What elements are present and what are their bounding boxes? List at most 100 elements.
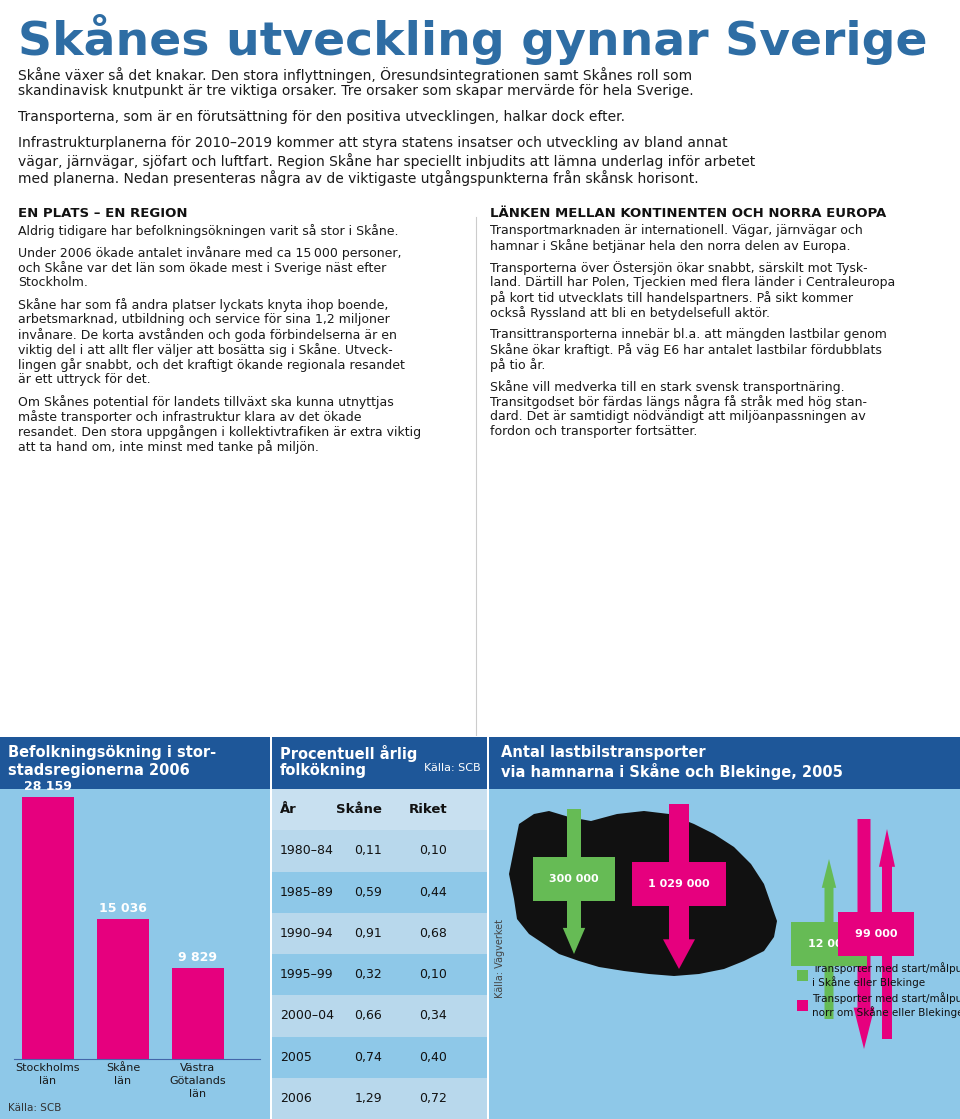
FancyArrow shape [563, 809, 586, 955]
Bar [272, 737, 487, 1119]
Bar [797, 1000, 808, 1010]
Text: Aldrig tidigare har befolkningsökningen varit så stor i Skåne.: Aldrig tidigare har befolkningsökningen … [18, 224, 398, 238]
Text: 0,44: 0,44 [420, 885, 447, 899]
Text: resandet. Den stora uppgången i kollektivtrafiken är extra viktig: resandet. Den stora uppgången i kollekti… [18, 425, 421, 439]
Text: Källa: Vägverket: Källa: Vägverket [495, 920, 505, 998]
Text: 12 000: 12 000 [808, 939, 851, 949]
Text: Stockholm.: Stockholm. [18, 276, 88, 289]
Text: 2005: 2005 [280, 1051, 312, 1064]
Text: Om Skånes potential för landets tillväxt ska kunna utnyttjas: Om Skånes potential för landets tillväxt… [18, 395, 394, 408]
Text: Källa: SCB: Källa: SCB [424, 763, 481, 773]
Bar [272, 830, 487, 872]
Text: 1995–99: 1995–99 [280, 968, 334, 981]
Text: Under 2006 ökade antalet invånare med ca 15 000 personer,: Under 2006 ökade antalet invånare med ca… [18, 246, 401, 260]
Bar [489, 737, 960, 1119]
Text: Antal lastbilstransporter: Antal lastbilstransporter [501, 745, 706, 760]
Text: Skåne: Skåne [336, 803, 382, 816]
Text: Transporterna, som är en förutsättning för den positiva utvecklingen, halkar doc: Transporterna, som är en förutsättning f… [18, 110, 625, 124]
Polygon shape [509, 811, 777, 976]
Bar [0, 737, 270, 1119]
Text: Skåne: Skåne [106, 1063, 140, 1073]
Text: och Skåne var det län som ökade mest i Sverige näst efter: och Skåne var det län som ökade mest i S… [18, 261, 386, 275]
Text: Stockholms: Stockholms [15, 1063, 81, 1073]
Bar [172, 968, 224, 1059]
Text: 0,66: 0,66 [354, 1009, 382, 1023]
Text: län: län [189, 1089, 206, 1099]
Text: Skåne ökar kraftigt. På väg E6 har antalet lastbilar fördubblats: Skåne ökar kraftigt. På väg E6 har antal… [490, 344, 882, 357]
Text: LÄNKEN MELLAN KONTINENTEN OCH NORRA EUROPA: LÄNKEN MELLAN KONTINENTEN OCH NORRA EURO… [490, 207, 886, 220]
Text: Västra: Västra [180, 1063, 216, 1073]
Bar [797, 970, 808, 981]
Bar [272, 995, 487, 1036]
Text: dard. Det är samtidigt nödvändigt att miljöanpassningen av: dard. Det är samtidigt nödvändigt att mi… [490, 410, 866, 423]
Text: Procentuell årlig: Procentuell årlig [280, 745, 418, 762]
Bar [0, 737, 270, 789]
Text: Infrastrukturplanerna för 2010–2019 kommer att styra statens insatser och utveck: Infrastrukturplanerna för 2010–2019 komm… [18, 137, 728, 150]
Bar [97, 919, 149, 1059]
Text: 0,68: 0,68 [420, 927, 447, 940]
Text: 0,74: 0,74 [354, 1051, 382, 1064]
Text: 300 000: 300 000 [549, 874, 599, 884]
Text: År: År [280, 803, 297, 816]
Text: stadsregionerna 2006: stadsregionerna 2006 [8, 763, 190, 778]
Text: vägar, järnvägar, sjöfart och luftfart. Region Skåne har speciellt inbjudits att: vägar, järnvägar, sjöfart och luftfart. … [18, 153, 756, 169]
Text: 1,29: 1,29 [354, 1092, 382, 1104]
Text: att ta hand om, inte minst med tanke på miljön.: att ta hand om, inte minst med tanke på … [18, 440, 319, 454]
Text: 0,72: 0,72 [420, 1092, 447, 1104]
Text: Götalands: Götalands [170, 1076, 227, 1087]
Text: måste transporter och infrastruktur klara av det ökade: måste transporter och infrastruktur klar… [18, 410, 362, 424]
Text: Transporter med start/målpunkt
i Skåne eller Blekinge: Transporter med start/målpunkt i Skåne e… [812, 962, 960, 988]
FancyArrow shape [853, 819, 875, 1049]
Text: på kort tid utvecklats till handelspartners. På sikt kommer: på kort tid utvecklats till handelspartn… [490, 291, 853, 305]
Text: är ett uttryck för det.: är ett uttryck för det. [18, 373, 151, 386]
Text: Skåne har som få andra platser lyckats knyta ihop boende,: Skåne har som få andra platser lyckats k… [18, 298, 389, 312]
Bar [272, 789, 487, 830]
Text: hamnar i Skåne betjänar hela den norra delen av Europa.: hamnar i Skåne betjänar hela den norra d… [490, 239, 851, 253]
Text: Källa: SCB: Källa: SCB [8, 1103, 61, 1113]
Text: Transitgodset bör färdas längs några få stråk med hög stan-: Transitgodset bör färdas längs några få … [490, 395, 867, 408]
Text: folkökning: folkökning [280, 763, 367, 778]
Text: 1990–94: 1990–94 [280, 927, 334, 940]
Text: Transporterna över Östersjön ökar snabbt, särskilt mot Tysk-: Transporterna över Östersjön ökar snabbt… [490, 261, 868, 275]
Bar [272, 913, 487, 955]
Bar [22, 797, 74, 1059]
Text: 0,10: 0,10 [420, 845, 447, 857]
Text: land. Därtill har Polen, Tjeckien med flera länder i Centraleuropa: land. Därtill har Polen, Tjeckien med fl… [490, 276, 896, 289]
Text: också Ryssland att bli en betydelsefull aktör.: också Ryssland att bli en betydelsefull … [490, 305, 770, 320]
Text: Skåne vill medverka till en stark svensk transportnäring.: Skåne vill medverka till en stark svensk… [490, 380, 845, 394]
Text: 1985–89: 1985–89 [280, 885, 334, 899]
Text: Riket: Riket [408, 803, 447, 816]
Text: 1 029 000: 1 029 000 [648, 880, 709, 888]
Text: 0,59: 0,59 [354, 885, 382, 899]
Text: 9 829: 9 829 [179, 950, 218, 963]
Text: invånare. De korta avstånden och goda förbindelserna är en: invånare. De korta avstånden och goda fö… [18, 328, 396, 342]
Text: viktig del i att allt fler väljer att bosätta sig i Skåne. Utveck-: viktig del i att allt fler väljer att bo… [18, 344, 393, 357]
Text: 28 159: 28 159 [24, 780, 72, 793]
FancyArrow shape [879, 829, 895, 1040]
FancyArrow shape [663, 803, 695, 969]
FancyArrow shape [822, 859, 836, 1019]
Text: via hamnarna i Skåne och Blekinge, 2005: via hamnarna i Skåne och Blekinge, 2005 [501, 763, 843, 780]
Text: Transittransporterna innebär bl.a. att mängden lastbilar genom: Transittransporterna innebär bl.a. att m… [490, 328, 887, 341]
Bar [272, 737, 487, 789]
Text: lingen går snabbt, och det kraftigt ökande regionala resandet: lingen går snabbt, och det kraftigt ökan… [18, 358, 405, 372]
Bar [272, 955, 487, 995]
Bar [489, 737, 960, 789]
Text: 0,32: 0,32 [354, 968, 382, 981]
Text: län: län [39, 1076, 57, 1087]
Bar [272, 1078, 487, 1119]
Text: med planerna. Nedan presenteras några av de viktigaste utgångspunkterna från skå: med planerna. Nedan presenteras några av… [18, 170, 699, 186]
Text: 2006: 2006 [280, 1092, 312, 1104]
Text: 0,91: 0,91 [354, 927, 382, 940]
Text: Transportmarknaden är internationell. Vägar, järnvägar och: Transportmarknaden är internationell. Vä… [490, 224, 863, 237]
Text: Skånes utveckling gynnar Sverige: Skånes utveckling gynnar Sverige [18, 15, 927, 65]
Text: län: län [114, 1076, 132, 1087]
Text: 2000–04: 2000–04 [280, 1009, 334, 1023]
Text: på tio år.: på tio år. [490, 358, 545, 372]
Text: 0,10: 0,10 [420, 968, 447, 981]
Bar [272, 872, 487, 913]
Text: 0,11: 0,11 [354, 845, 382, 857]
Bar [272, 1036, 487, 1078]
Text: skandinavisk knutpunkt är tre viktiga orsaker. Tre orsaker som skapar mervärde f: skandinavisk knutpunkt är tre viktiga or… [18, 84, 694, 98]
Text: fordon och transporter fortsätter.: fordon och transporter fortsätter. [490, 425, 697, 438]
